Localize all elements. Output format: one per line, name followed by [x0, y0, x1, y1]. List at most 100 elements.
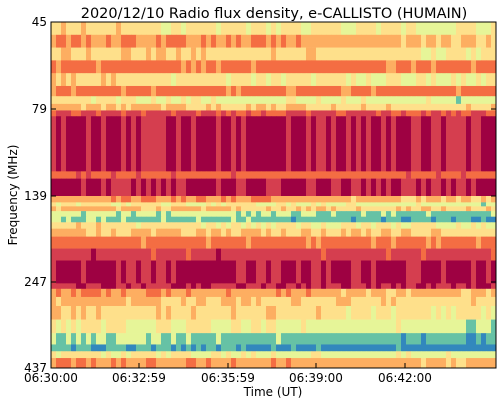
heatmap-cell [331, 171, 337, 179]
heatmap-cell [326, 103, 332, 111]
heatmap-cell [481, 222, 487, 229]
heatmap-cell [356, 178, 362, 197]
heatmap-cell [391, 211, 397, 217]
heatmap-cell [266, 211, 272, 217]
heatmap-cell [96, 319, 102, 334]
heatmap-cell [246, 319, 252, 334]
heatmap-cell [416, 305, 422, 320]
heatmap-cell [91, 196, 97, 203]
heatmap-cell [261, 34, 267, 48]
heatmap-cell [441, 34, 447, 48]
heatmap-cell [71, 222, 77, 229]
heatmap-cell [91, 344, 97, 352]
heatmap-cell [176, 206, 182, 212]
heatmap-cell [391, 73, 397, 87]
heatmap-cell [336, 73, 342, 87]
heatmap-cell [471, 22, 477, 36]
heatmap-cell [491, 333, 497, 345]
heatmap-cell [436, 202, 442, 207]
heatmap-cell [346, 60, 352, 74]
heatmap-cell [276, 171, 282, 179]
heatmap-cell [356, 60, 362, 74]
heatmap-cell [51, 73, 57, 87]
heatmap-cell [376, 222, 382, 229]
heatmap-cell [136, 34, 142, 48]
heatmap-cell [71, 110, 77, 117]
heatmap-cell [311, 283, 317, 290]
heatmap-cell [341, 288, 347, 298]
heatmap-cell [221, 283, 227, 290]
heatmap-cell [461, 96, 467, 105]
heatmap-cell [316, 228, 322, 237]
heatmap-cell [306, 60, 312, 74]
heatmap-cell [121, 216, 127, 223]
heatmap-cell [181, 22, 187, 36]
heatmap-cell [216, 60, 222, 74]
heatmap-cell [411, 206, 417, 212]
heatmap-cell [71, 60, 77, 74]
heatmap-cell [311, 248, 317, 261]
heatmap-cell [346, 319, 352, 334]
heatmap-cell [451, 206, 457, 212]
heatmap-cell [351, 73, 357, 87]
heatmap-cell [416, 96, 422, 105]
heatmap-cell [216, 260, 222, 284]
heatmap-cell [336, 202, 342, 207]
heatmap-cell [241, 211, 247, 217]
heatmap-cell [416, 34, 422, 48]
heatmap-cell [156, 236, 162, 249]
heatmap-cell [346, 103, 352, 111]
heatmap-cell [236, 196, 242, 203]
heatmap-cell [466, 305, 472, 320]
heatmap-cell [81, 178, 87, 197]
heatmap-cell [61, 171, 67, 179]
heatmap-cell [86, 236, 92, 249]
heatmap-cell [471, 96, 477, 105]
heatmap-cell [161, 34, 167, 48]
heatmap-cell [146, 103, 152, 111]
heatmap-cell [256, 85, 262, 97]
heatmap-cell [431, 202, 437, 207]
heatmap-cell [176, 171, 182, 179]
heatmap-cell [266, 283, 272, 290]
heatmap-cell [116, 85, 122, 97]
heatmap-cell [181, 260, 187, 284]
heatmap-cell [106, 103, 112, 111]
heatmap-cell [101, 236, 107, 249]
heatmap-cell [226, 216, 232, 223]
heatmap-cell [366, 47, 372, 61]
heatmap-cell [436, 283, 442, 290]
heatmap-cell [231, 171, 237, 179]
heatmap-cell [306, 103, 312, 111]
heatmap-cell [416, 296, 422, 307]
heatmap-cell [476, 206, 482, 212]
heatmap-cell [281, 196, 287, 203]
heatmap-cell [121, 110, 127, 117]
heatmap-cell [156, 22, 162, 36]
heatmap-cell [341, 228, 347, 237]
heatmap-cell [71, 333, 77, 345]
heatmap-cell [166, 85, 172, 97]
heatmap-cell [471, 73, 477, 87]
heatmap-cell [271, 73, 277, 87]
heatmap-cell [491, 47, 497, 61]
heatmap-cell [211, 248, 217, 261]
heatmap-cell [251, 228, 257, 237]
heatmap-cell [476, 228, 482, 237]
heatmap-cell [256, 211, 262, 217]
heatmap-cell [401, 211, 407, 217]
heatmap-cell [166, 73, 172, 87]
heatmap-cell [321, 351, 327, 359]
heatmap-cell [416, 319, 422, 334]
heatmap-cell [101, 47, 107, 61]
heatmap-cell [401, 96, 407, 105]
heatmap-cell [456, 248, 462, 261]
heatmap-cell [386, 116, 392, 172]
heatmap-cell [491, 196, 497, 203]
heatmap-cell [106, 248, 112, 261]
heatmap-cell [316, 47, 322, 61]
heatmap-cell [316, 22, 322, 36]
heatmap-cell [201, 283, 207, 290]
heatmap-cell [171, 116, 177, 172]
heatmap-cell [491, 216, 497, 223]
